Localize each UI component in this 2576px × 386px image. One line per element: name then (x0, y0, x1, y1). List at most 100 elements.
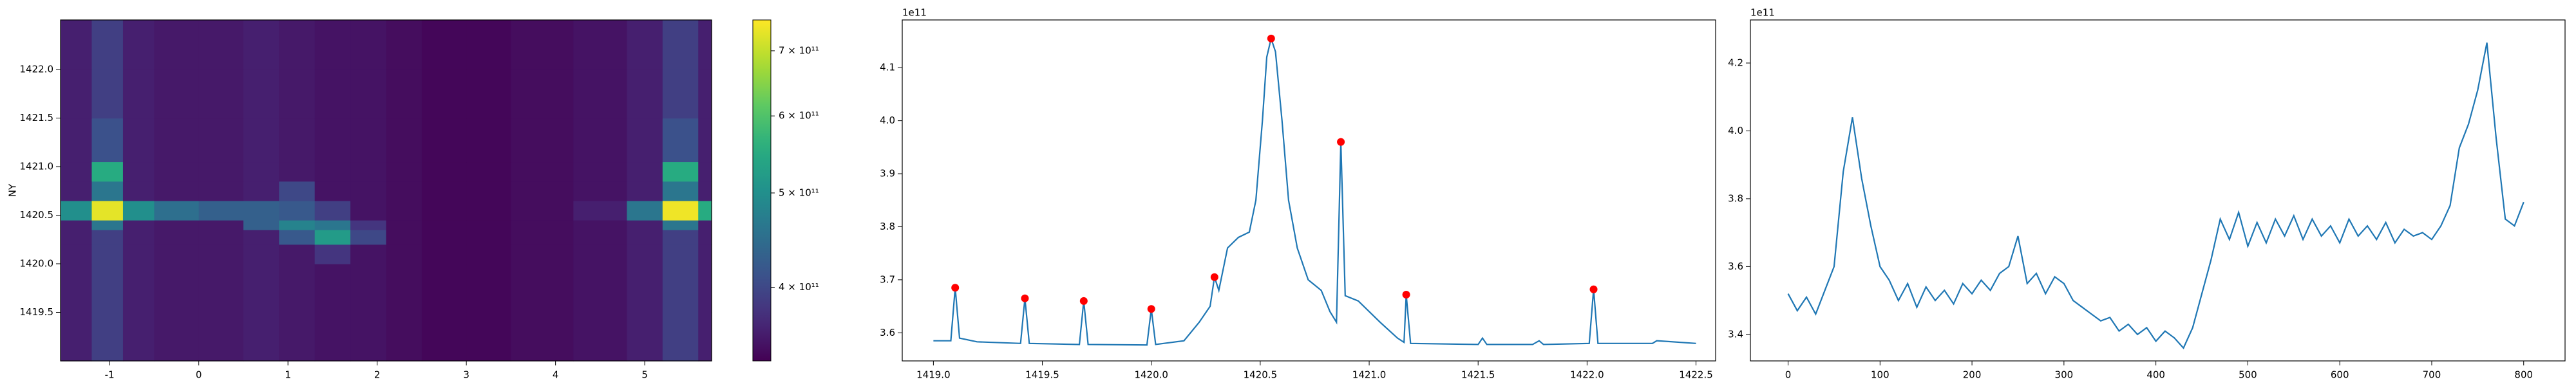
heatmap-cell (573, 20, 628, 70)
colorbar-tick-label: 6 × 10¹¹ (779, 110, 819, 122)
heatmap-cell (698, 230, 712, 245)
heatmap-cell (386, 181, 422, 201)
heatmap-cell (279, 264, 316, 313)
heatmap-cell (279, 220, 316, 230)
y-tick-label: 1421.5 (20, 112, 54, 124)
x-tick-label: 1421.5 (1461, 369, 1495, 381)
x-tick-label: 400 (2146, 369, 2165, 381)
heatmap-cell (698, 200, 712, 221)
heatmap-cell (627, 312, 663, 362)
heatmap-cell (198, 118, 244, 163)
heatmap-cell (386, 264, 422, 313)
heatmap-cell (627, 264, 663, 313)
heatmap-cell (91, 181, 124, 201)
heatmap-cell (573, 200, 628, 221)
heatmap-cell (279, 200, 316, 221)
heatmap-cell (350, 181, 387, 201)
heatmap-cell (279, 181, 316, 201)
heatmap-cell (61, 244, 93, 264)
heatmap-cell (243, 181, 279, 201)
heatmap-cell (466, 244, 511, 264)
heatmap-cell (662, 264, 699, 313)
heatmap-cell (466, 161, 511, 182)
heatmap-cell (154, 200, 200, 221)
peak-marker (1267, 34, 1275, 42)
heatmap-cell (573, 69, 628, 119)
heatmap-cell (662, 20, 699, 70)
heatmap-cell (698, 161, 712, 182)
heatmap-cell (314, 200, 351, 221)
y-tick-label: 3.6 (1728, 261, 1743, 272)
y-tick-label: 4.1 (880, 62, 895, 73)
heatmap-cell (627, 220, 663, 230)
y-tick-label: 4.2 (1728, 57, 1743, 68)
heatmap-cell (122, 161, 155, 182)
peak-marker (1337, 138, 1345, 146)
colorbar (752, 19, 772, 362)
heatmap-cell (154, 20, 200, 70)
x-tick-label: 1422.0 (1570, 369, 1604, 381)
x-tick-label: 500 (2239, 369, 2257, 381)
heatmap-cell (511, 264, 574, 313)
heatmap-cell (61, 161, 93, 182)
x-tick-label: 5 (641, 369, 648, 381)
heatmap-cell (91, 220, 124, 230)
heatmap-cell (122, 118, 155, 163)
heatmap-cell (698, 312, 712, 362)
heatmap-cell (573, 118, 628, 163)
heatmap-cell (198, 181, 244, 201)
heatmap-cell (154, 220, 200, 230)
heatmap-cell (279, 230, 316, 245)
heatmap-cell (421, 181, 467, 201)
heatmap-cell (198, 20, 244, 70)
heatmap-cell (350, 244, 387, 264)
x-tick-label: 1420.5 (1244, 369, 1278, 381)
heatmap-cell (350, 69, 387, 119)
heatmap-cell (421, 312, 467, 362)
heatmap-cell (154, 69, 200, 119)
axes-frame (902, 19, 1716, 362)
x-tick-label: 1420.0 (1134, 369, 1168, 381)
heatmap-cell (314, 220, 351, 230)
x-tick-label: 100 (1871, 369, 1889, 381)
heatmap-cell (91, 230, 124, 245)
x-tick-label: 3 (463, 369, 469, 381)
x-tick-label: 0 (1785, 369, 1792, 381)
peak-marker (951, 284, 960, 292)
heatmap-cell (627, 230, 663, 245)
x-tick-label: 0 (196, 369, 202, 381)
heatmap-cell (421, 69, 467, 119)
heatmap-cell (573, 181, 628, 201)
heatmap-cell (198, 312, 244, 362)
heatmap-cell (279, 161, 316, 182)
heatmap-cell (698, 20, 712, 70)
heatmap-cell (350, 20, 387, 70)
heatmap-cell (91, 118, 124, 163)
x-tick-label: 2 (374, 369, 381, 381)
heatmap-cell (91, 312, 124, 362)
heatmap-cell (243, 161, 279, 182)
x-tick-label: 1422.5 (1679, 369, 1713, 381)
heatmap-cell (662, 181, 699, 201)
line (1787, 42, 2524, 349)
heatmap-cell (198, 200, 244, 221)
y-tick-label: 3.7 (880, 273, 895, 285)
heatmap-cell (279, 118, 316, 163)
heatmap-cell (627, 118, 663, 163)
heatmap-cell (511, 220, 574, 230)
heatmap-cell (154, 118, 200, 163)
heatmap-cell (386, 20, 422, 70)
peak-marker (1079, 297, 1088, 305)
heatmap-cell (154, 312, 200, 362)
heatmap-cell (314, 181, 351, 201)
heatmap-cell (243, 244, 279, 264)
heatmap-cell (154, 264, 200, 313)
heatmap-cell (627, 181, 663, 201)
heatmap-cell (154, 161, 200, 182)
heatmap-cell (386, 244, 422, 264)
heatmap-cell (314, 312, 351, 362)
heatmap-cell (350, 200, 387, 221)
heatmap-cell (154, 244, 200, 264)
heatmap-cell (61, 264, 93, 313)
heatmap-cell (198, 69, 244, 119)
